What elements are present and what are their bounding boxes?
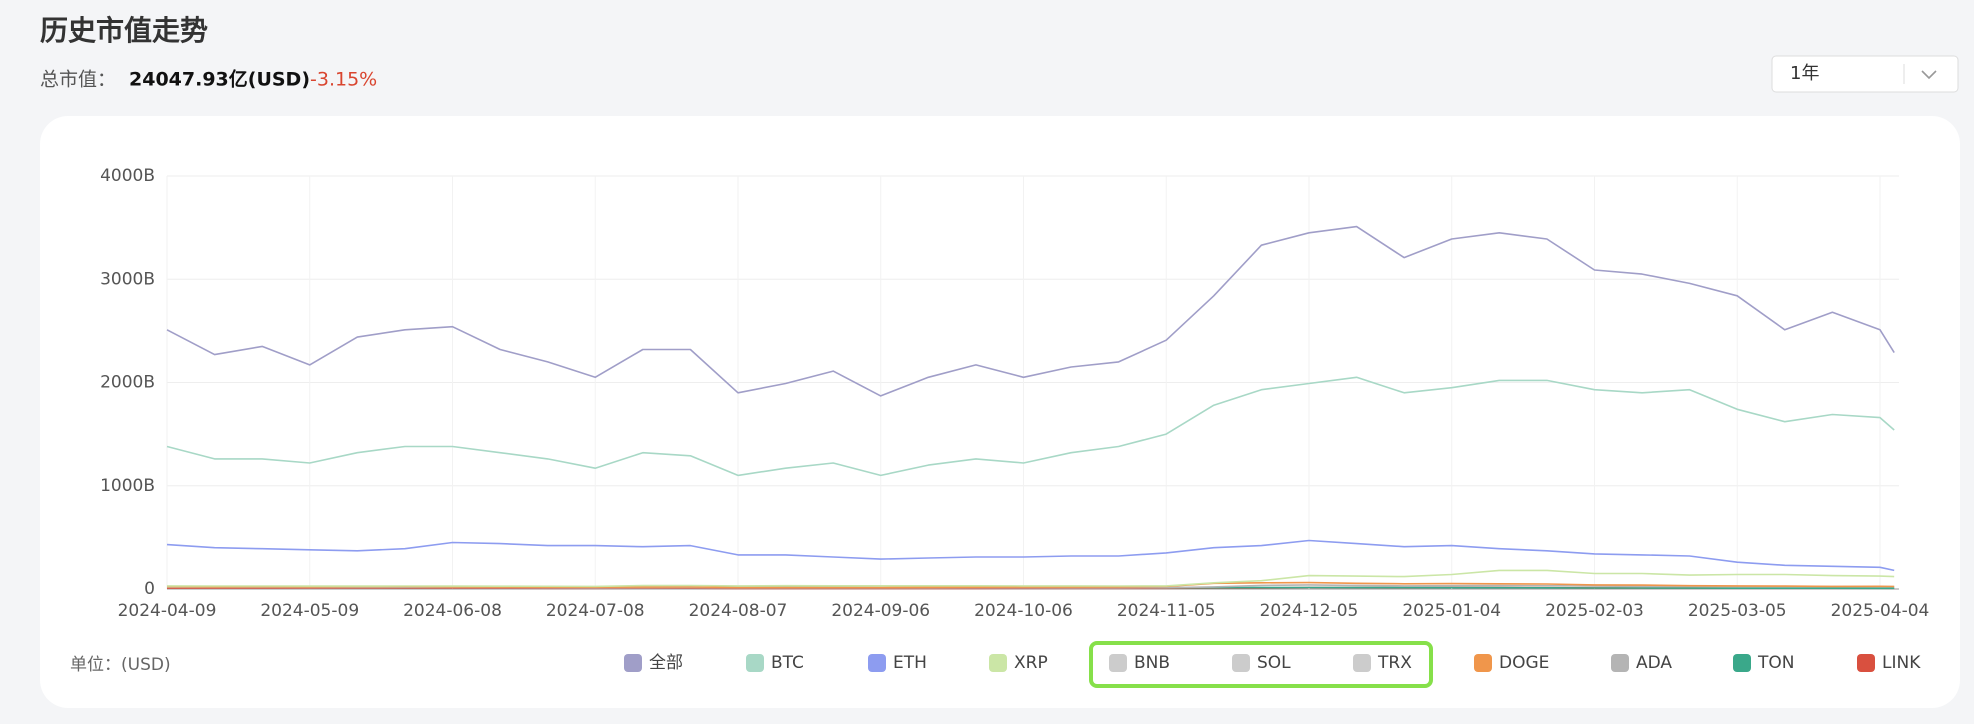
dropdown-value[interactable]: 1年 [1790,63,1819,84]
legend-swatch[interactable] [1857,654,1875,672]
y-tick-label: 2000B [100,373,155,393]
x-tick-label: 2024-08-07 [689,601,788,621]
legend-item[interactable]: BNB [1109,653,1170,673]
legend-item[interactable]: DOGE [1474,653,1549,673]
legend-label[interactable]: XRP [1014,653,1048,673]
total-label: 总市值： [40,69,116,91]
legend-item[interactable]: ETH [868,653,927,673]
legend-label[interactable]: DOGE [1499,653,1549,673]
x-tick-label: 2024-09-06 [831,601,930,621]
legend-swatch[interactable] [1353,654,1371,672]
legend-label[interactable]: TON [1757,653,1794,673]
unit-label: 单位：(USD) [70,655,171,675]
x-tick-label: 2025-04-04 [1831,601,1930,621]
legend-swatch[interactable] [868,654,886,672]
x-tick-label: 2024-05-09 [260,601,359,621]
legend-swatch[interactable] [746,654,764,672]
legend-item[interactable]: TRX [1353,653,1412,673]
legend-label[interactable]: ETH [893,653,927,673]
total-value: 24047.93亿(USD) [129,68,310,91]
x-tick-label: 2024-04-09 [118,601,217,621]
x-tick-label: 2025-01-04 [1402,601,1501,621]
series-line [166,539,1895,572]
x-tick-label: 2024-06-08 [403,601,502,621]
legend-label[interactable]: 全部 [649,653,683,673]
y-tick-label: 1000B [100,476,155,496]
legend-label[interactable]: TRX [1377,653,1412,673]
highlight-box [1089,641,1433,688]
legend-item[interactable]: LINK [1857,653,1921,673]
y-tick-label: 4000B [100,166,155,186]
series-line [166,376,1895,477]
series-line [166,225,1895,397]
range-dropdown[interactable]: 1年 [1771,55,1959,93]
series-line [166,581,1895,589]
legend-swatch[interactable] [624,654,642,672]
legend-item[interactable]: ADA [1611,653,1672,673]
legend-swatch[interactable] [989,654,1007,672]
legend-label[interactable]: SOL [1257,653,1291,673]
total-change: -3.15% [310,69,377,91]
legend-item[interactable]: 全部 [624,653,683,673]
legend-swatch[interactable] [1232,654,1250,672]
dropdown-chevron [1921,70,1937,80]
y-tick-label: 0 [144,579,155,599]
x-tick-label: 2025-03-05 [1688,601,1787,621]
x-tick-label: 2024-10-06 [974,601,1073,621]
legend-swatch[interactable] [1109,654,1127,672]
page-title: 历史市值走势 [40,14,208,47]
dropdown-box[interactable] [1771,55,1959,93]
x-tick-label: 2024-12-05 [1260,601,1359,621]
series-line [166,569,1895,588]
x-tick-label: 2025-02-03 [1545,601,1644,621]
legend-swatch[interactable] [1474,654,1492,672]
x-tick-label: 2024-07-08 [546,601,645,621]
legend-item[interactable]: SOL [1232,653,1291,673]
legend-swatch[interactable] [1611,654,1629,672]
legend-label[interactable]: LINK [1882,653,1921,673]
legend-item[interactable]: TON [1733,653,1794,673]
legend-label[interactable]: ADA [1636,653,1672,673]
legend-label[interactable]: BTC [771,653,804,673]
legend-item[interactable]: XRP [989,653,1048,673]
legend-swatch[interactable] [1733,654,1751,672]
chart-card [40,116,1960,708]
legend-label[interactable]: BNB [1134,653,1170,673]
legend-item[interactable]: BTC [746,653,804,673]
y-tick-label: 3000B [100,269,155,289]
x-tick-label: 2024-11-05 [1117,601,1216,621]
